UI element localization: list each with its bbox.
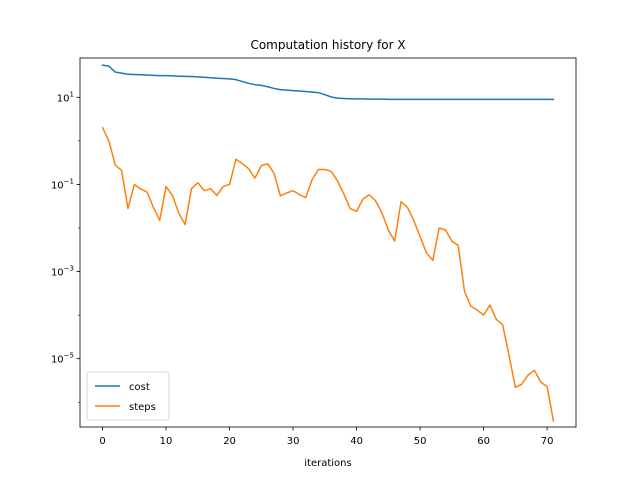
- y-tick-exponent: −3: [64, 265, 74, 273]
- legend: cost steps: [86, 371, 170, 421]
- y-tick-base: 10: [51, 355, 64, 366]
- y-tick-exponent: −5: [64, 352, 74, 360]
- y-tick-base: 10: [51, 268, 64, 279]
- y-tick-base: 10: [51, 180, 64, 191]
- legend-label-steps: steps: [129, 402, 156, 413]
- x-tick-label: 30: [287, 436, 300, 447]
- y-tick-label: 101: [57, 90, 74, 104]
- axes-frame: [79, 57, 577, 428]
- x-tick-label: 70: [541, 436, 554, 447]
- plot-area: [101, 64, 555, 422]
- x-tick-label: 0: [99, 436, 105, 447]
- y-tick-label: 10−1: [51, 177, 74, 191]
- series-line-steps: [101, 126, 555, 422]
- y-tick-label: 10−3: [51, 265, 74, 279]
- legend-box: [86, 371, 170, 421]
- x-tick-label: 60: [477, 436, 490, 447]
- x-axis: 0 10 20 30 40 50 60 70: [99, 427, 553, 447]
- y-tick-exponent: 1: [70, 90, 74, 98]
- y-tick-base: 10: [57, 93, 70, 104]
- legend-label-cost: cost: [129, 382, 150, 393]
- x-tick-label: 20: [223, 436, 236, 447]
- y-tick-exponent: −1: [64, 177, 74, 185]
- series-line-cost: [101, 64, 555, 101]
- x-axis-label: iterations: [304, 458, 351, 469]
- x-tick-label: 10: [160, 436, 173, 447]
- x-tick-label: 40: [350, 436, 363, 447]
- x-tick-label: 50: [414, 436, 427, 447]
- y-tick-label: 10−5: [51, 352, 74, 366]
- chart-title: Computation history for X: [250, 38, 405, 52]
